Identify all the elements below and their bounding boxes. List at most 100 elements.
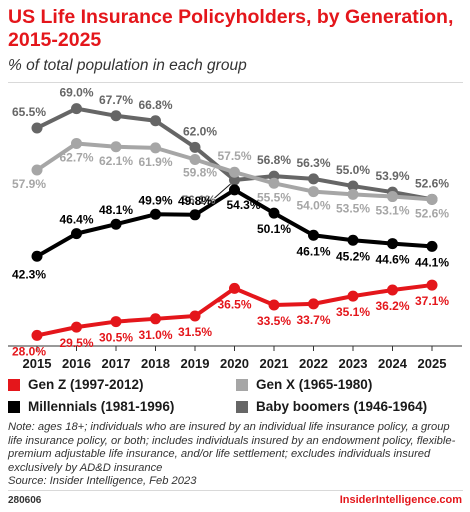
brand-link[interactable]: InsiderIntelligence.com xyxy=(339,494,462,506)
data-point-millennials-2025 xyxy=(426,240,438,252)
data-point-baby-boomers-2018 xyxy=(150,115,161,127)
data-label-baby-boomers-2018: 66.8% xyxy=(138,98,172,112)
data-label-gen-z-2016: 29.5% xyxy=(59,336,93,350)
legend-label-gen-z: Gen Z (1997-2012) xyxy=(28,377,144,392)
data-label-gen-z-2015: 28.0% xyxy=(12,344,46,358)
footer-divider xyxy=(8,490,463,491)
chart-subtitle: % of total population in each group xyxy=(8,57,247,74)
legend-label-baby-boomers: Baby boomers (1946-1964) xyxy=(256,399,428,414)
data-point-millennials-2024 xyxy=(387,238,398,250)
legend-swatch-millennials xyxy=(8,400,20,413)
data-label-gen-z-2021: 33.5% xyxy=(257,314,291,328)
data-point-baby-boomers-2022 xyxy=(308,173,319,185)
x-tick-label-2017: 2017 xyxy=(102,356,131,371)
data-label-millennials-2018: 49.9% xyxy=(138,193,172,207)
data-point-millennials-2022 xyxy=(308,229,319,241)
x-tick-label-2018: 2018 xyxy=(141,356,170,371)
data-point-millennials-2023 xyxy=(347,234,359,246)
data-label-millennials-2025: 44.1% xyxy=(415,255,449,269)
data-point-baby-boomers-2017 xyxy=(110,110,122,122)
legend-item-millennials: Millennials (1981-1996) xyxy=(8,399,174,414)
data-label-baby-boomers-2025: 52.6% xyxy=(415,176,449,190)
data-point-gen-z-2018 xyxy=(150,313,161,325)
x-tick-label-2015: 2015 xyxy=(23,356,52,371)
legend-swatch-baby-boomers xyxy=(236,400,248,413)
data-label-gen-z-2024: 36.2% xyxy=(375,299,409,313)
data-point-gen-z-2019 xyxy=(189,310,201,322)
chart-id: 280606 xyxy=(8,495,42,506)
data-point-gen-z-2022 xyxy=(308,298,319,310)
legend-item-gen-z: Gen Z (1997-2012) xyxy=(8,377,144,392)
data-point-millennials-2021 xyxy=(268,207,280,219)
data-label-baby-boomers-2017: 67.7% xyxy=(99,93,133,107)
data-label-millennials-2015: 42.3% xyxy=(12,267,46,281)
data-label-millennials-2016: 46.4% xyxy=(59,213,93,227)
data-point-millennials-2018 xyxy=(150,208,161,220)
data-label-baby-boomers-2021: 56.8% xyxy=(257,153,291,167)
data-label-millennials-2022: 46.1% xyxy=(296,244,330,258)
data-point-millennials-2015 xyxy=(31,250,43,262)
data-point-gen-x-2019 xyxy=(189,153,201,165)
data-point-gen-x-2023 xyxy=(347,188,359,200)
data-label-millennials-2019: 49.8% xyxy=(178,194,212,208)
legend-swatch-gen-z xyxy=(8,378,20,391)
x-tick-label-2024: 2024 xyxy=(378,356,408,371)
data-label-gen-z-2023: 35.1% xyxy=(336,305,370,319)
data-point-millennials-2016 xyxy=(71,228,82,240)
data-point-baby-boomers-2023 xyxy=(347,180,359,192)
data-point-gen-z-2025 xyxy=(426,279,438,291)
data-label-gen-x-2019: 59.8% xyxy=(183,165,217,179)
data-label-gen-x-2017: 62.1% xyxy=(99,154,133,168)
chart-title: US Life Insurance Policyholders, by Gene… xyxy=(8,6,454,51)
data-point-baby-boomers-2019 xyxy=(189,141,201,153)
x-tick-label-2023: 2023 xyxy=(339,356,368,371)
data-point-millennials-2017 xyxy=(110,218,122,230)
x-tick-label-2021: 2021 xyxy=(260,356,289,371)
chart-notes: Note: ages 18+; individuals who are insu… xyxy=(8,421,466,489)
data-label-gen-x-2016: 62.7% xyxy=(59,150,93,164)
data-point-gen-z-2017 xyxy=(110,316,122,328)
data-point-gen-z-2015 xyxy=(31,329,43,341)
data-label-millennials-2023: 45.2% xyxy=(336,249,370,263)
data-label-gen-z-2017: 30.5% xyxy=(99,331,133,345)
data-label-baby-boomers-2016: 69.0% xyxy=(59,86,93,100)
data-point-gen-x-2021 xyxy=(268,177,280,189)
x-tick-label-2020: 2020 xyxy=(220,356,249,371)
legend-item-baby-boomers: Baby boomers (1946-1964) xyxy=(236,399,427,414)
data-point-gen-x-2020 xyxy=(229,166,240,178)
data-label-gen-x-2018: 61.9% xyxy=(138,155,172,169)
data-point-gen-x-2024 xyxy=(387,191,398,203)
legend-swatch-gen-x xyxy=(236,378,248,391)
data-label-baby-boomers-2019: 62.0% xyxy=(183,124,217,138)
data-label-millennials-2017: 48.1% xyxy=(99,203,133,217)
data-point-gen-x-2017 xyxy=(110,141,122,153)
data-point-baby-boomers-2015 xyxy=(31,122,43,134)
data-label-millennials-2021: 50.1% xyxy=(257,222,291,236)
data-label-baby-boomers-2022: 56.3% xyxy=(296,156,330,170)
data-label-gen-x-2021: 55.5% xyxy=(257,190,291,204)
data-label-millennials-2020: 54.3% xyxy=(226,198,260,212)
data-label-gen-z-2020: 36.5% xyxy=(217,297,251,311)
data-point-millennials-2019 xyxy=(189,209,201,221)
chart-legend: Gen Z (1997-2012) Gen X (1965-1980) Mill… xyxy=(8,375,463,419)
data-label-millennials-2024: 44.6% xyxy=(375,253,409,267)
leader-line-baby-boomers-2020 xyxy=(214,183,231,199)
legend-label-millennials: Millennials (1981-1996) xyxy=(28,399,175,414)
data-point-gen-z-2020 xyxy=(229,282,240,294)
data-point-gen-x-2015 xyxy=(31,164,43,176)
x-tick-label-2022: 2022 xyxy=(299,356,328,371)
note-text: Note: ages 18+; individuals who are insu… xyxy=(8,421,456,474)
x-tick-label-2019: 2019 xyxy=(181,356,210,371)
data-label-gen-z-2019: 31.5% xyxy=(178,325,212,339)
data-point-gen-z-2016 xyxy=(71,321,82,333)
source-text: Source: Insider Intelligence, Feb 2023 xyxy=(8,475,197,487)
data-point-gen-x-2018 xyxy=(150,142,161,154)
data-point-baby-boomers-2016 xyxy=(71,103,82,115)
data-label-gen-x-2023: 53.5% xyxy=(336,201,370,215)
data-label-gen-z-2018: 31.0% xyxy=(138,328,172,342)
data-point-gen-x-2022 xyxy=(308,186,319,198)
data-label-baby-boomers-2020: 56.1% xyxy=(181,193,215,207)
data-point-gen-x-2025 xyxy=(426,193,438,205)
x-tick-label-2016: 2016 xyxy=(62,356,91,371)
legend-item-gen-x: Gen X (1965-1980) xyxy=(236,377,372,392)
